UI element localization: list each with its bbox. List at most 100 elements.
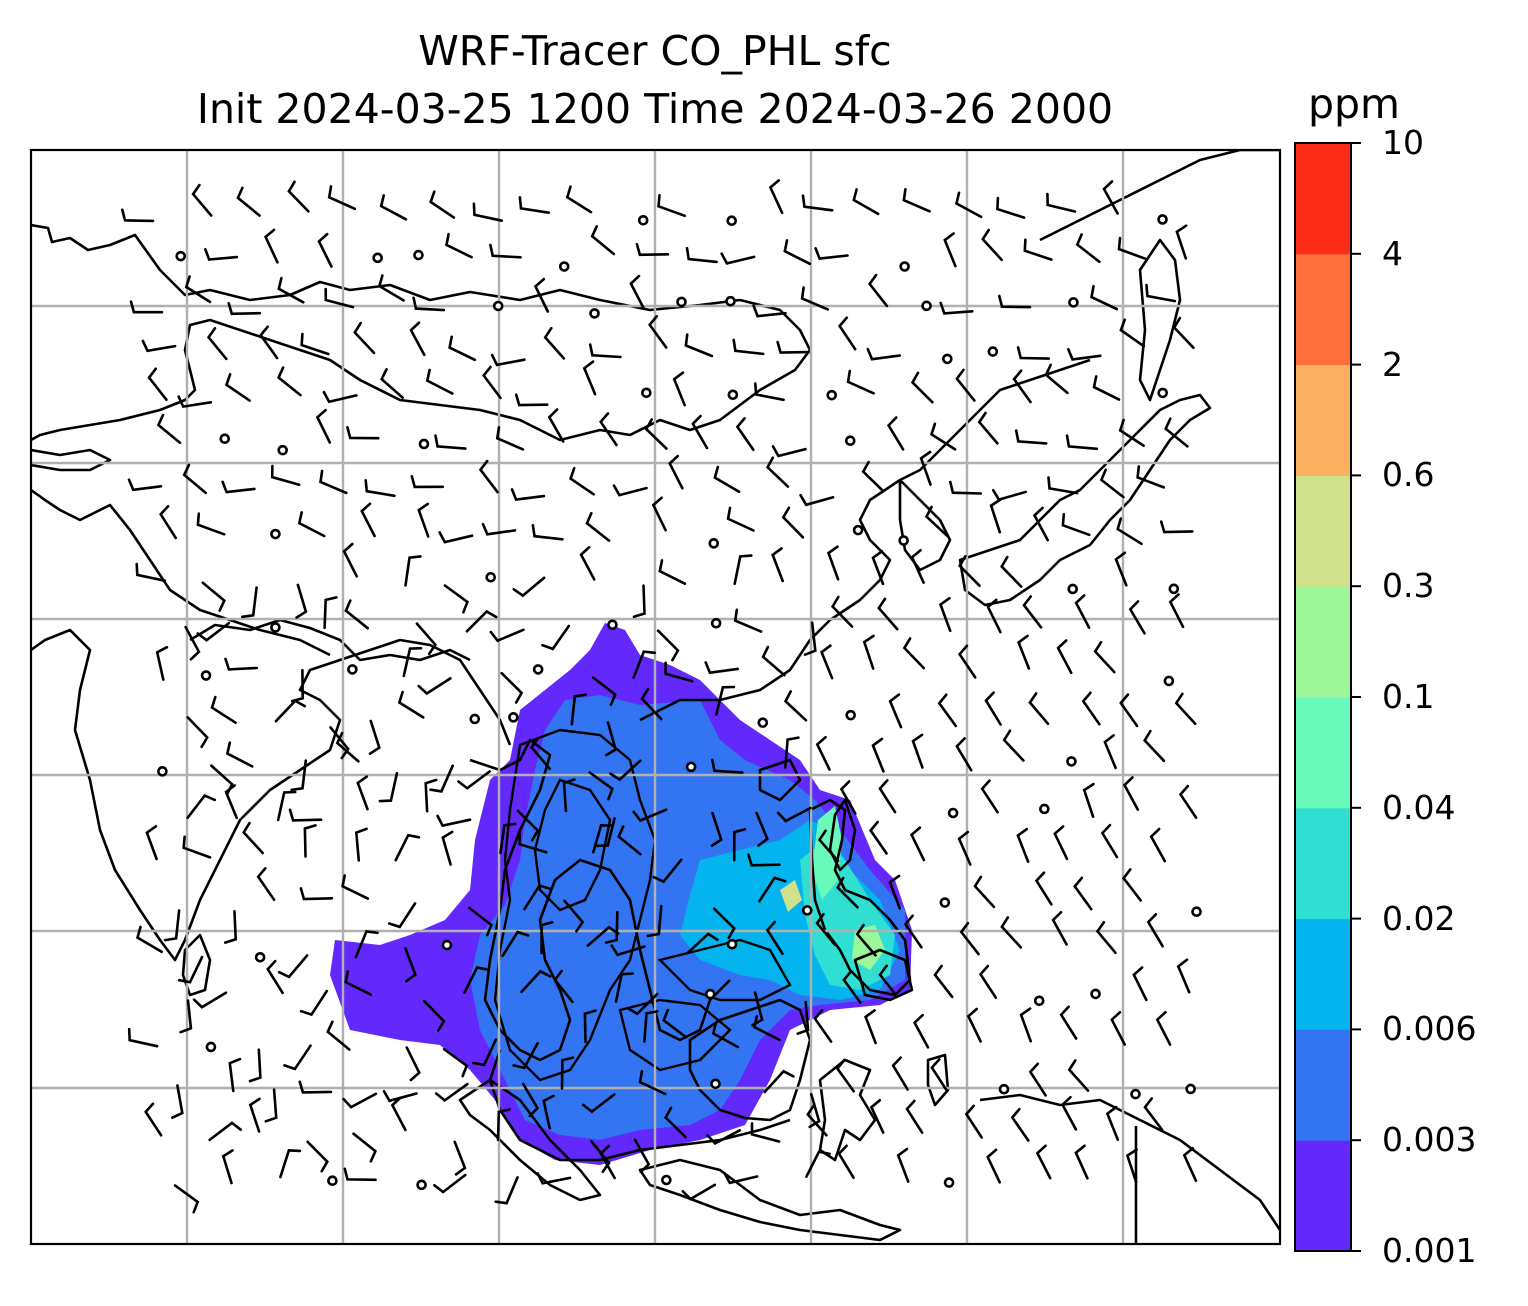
wind-barb [343,1167,377,1182]
wind-barb [937,693,958,728]
wind-barb [344,970,373,996]
calm-wind-circle [327,1175,338,1187]
wind-barb [184,625,201,661]
wind-barb [1010,1107,1030,1142]
wind-barb [159,504,177,540]
wind-barb [299,989,329,1017]
wind-barb [404,555,422,587]
coast-japan [958,393,1212,607]
wind-barb [984,691,1002,726]
colorbar-segment [1295,364,1351,476]
map-title-line2: Init 2024-03-25 1200 Time 2024-03-26 200… [196,85,1114,133]
wind-barb [808,1093,821,1129]
wind-barb [512,576,546,598]
wind-barb [638,1070,667,1096]
wind-barb [614,972,634,1003]
wind-barb [998,294,1032,309]
wind-barb [155,645,169,681]
wind-barb [733,554,753,585]
calm-wind-circle [826,389,838,401]
wind-barb [1146,913,1164,948]
wind-barb [433,1173,467,1194]
wind-barb [184,275,212,304]
colorbar-segment [1295,1140,1351,1252]
wind-barb [127,1027,159,1048]
wind-barb [405,1046,421,1082]
wind-barb [938,596,952,633]
wind-barb [579,545,596,581]
wind-barb [977,411,999,445]
wind-barb [489,628,525,643]
wind-barb [871,550,885,586]
calm-wind-circle [589,308,600,319]
wind-barb [481,522,517,536]
wind-barb [1028,1062,1047,1097]
wind-barb [353,321,376,355]
wind-barb [753,1015,781,1042]
wind-barb [394,833,421,862]
wind-barb [565,185,593,214]
wind-barb [723,1171,759,1185]
wind-barb [891,1056,909,1091]
wind-barb [182,463,207,495]
wind-barb [499,822,517,855]
wind-barb [595,817,616,848]
wind-barb [1047,476,1079,495]
wind-barb [478,459,499,494]
wind-barb [973,875,996,909]
coast-java [638,1158,902,1242]
wind-barb [424,778,438,813]
wind-barb [796,1000,810,1035]
colorbar-segment [1295,807,1351,920]
colorbar-tick-label: 0.1 [1382,677,1435,716]
wind-barb [1000,555,1023,588]
wind-barb [263,228,279,264]
calm-wind-circle [1066,756,1077,767]
wind-barb [298,1080,333,1094]
calm-wind-circle [943,1177,955,1188]
wind-barb [379,194,408,221]
wind-barb [472,202,504,222]
wind-barb [867,273,889,308]
calm-wind-circle [998,1083,1010,1095]
wind-barb [747,853,781,867]
calm-wind-circle [726,938,738,950]
wind-barb [855,923,877,957]
wind-barb [319,469,348,495]
wind-barb [800,286,830,311]
calm-wind-circle [416,1179,427,1191]
colorbar-segment [1295,253,1351,366]
wind-barb [463,966,490,994]
wind-barb [521,1082,540,1118]
wind-barb [417,677,452,696]
wind-barb [417,502,430,538]
wind-barb [1061,513,1091,537]
wind-barb [711,1021,740,1049]
wind-barb [533,277,550,313]
wind-barb [981,228,1003,262]
wind-barb [520,969,552,994]
wind-barb [1034,871,1053,906]
wind-barb [924,505,949,537]
wind-barb [685,246,718,264]
wind-barb [910,371,934,404]
wind-barb [632,808,668,823]
wind-barb [377,274,405,302]
wind-barb [1116,517,1143,546]
wind-barb [329,726,350,760]
wind-barb [404,947,417,983]
calm-wind-circle [898,535,909,546]
calm-wind-circle [637,214,649,226]
wind-barb [1132,966,1148,1002]
wind-barb [1099,468,1125,499]
wind-barb [523,883,552,911]
calm-wind-circle [347,664,358,675]
wind-barb [1110,1011,1126,1046]
wind-barb [299,887,334,901]
calm-wind-circle [1168,583,1180,595]
wind-barb [632,650,656,679]
wind-barb [494,1176,519,1205]
wind-barb [541,624,571,651]
wind-barb [839,780,857,815]
wind-barb [957,644,977,679]
